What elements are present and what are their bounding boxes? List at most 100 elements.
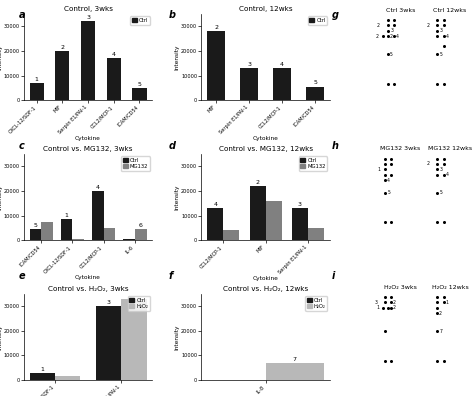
Text: b: b [168,10,175,20]
Text: 3: 3 [375,300,378,305]
Bar [92,191,104,240]
Title: Control, 12wks: Control, 12wks [239,6,292,12]
Y-axis label: Intensity: Intensity [0,44,2,70]
X-axis label: Cytokine: Cytokine [75,137,101,141]
Text: e: e [19,271,26,281]
Bar [240,68,258,100]
X-axis label: Cytokine: Cytokine [253,137,279,141]
Title: H₂O₂ 3wks: H₂O₂ 3wks [384,285,417,290]
Title: Control vs. H₂O₂, 3wks: Control vs. H₂O₂, 3wks [48,286,128,292]
Text: 1: 1 [64,213,69,218]
Title: Ctrl 3wks: Ctrl 3wks [386,8,415,13]
X-axis label: Cytokine: Cytokine [253,276,279,282]
Bar [135,229,146,240]
Title: Control, 3wks: Control, 3wks [64,6,112,12]
Bar [55,51,69,100]
Bar [207,31,225,100]
Title: H₂O₂ 12wks: H₂O₂ 12wks [432,285,468,290]
Text: 3: 3 [247,62,251,67]
Bar [265,363,324,380]
Text: d: d [168,141,175,150]
Legend: Ctrl: Ctrl [308,17,328,25]
Bar [223,230,239,240]
Text: 1: 1 [377,305,380,310]
Bar [132,88,146,100]
Text: 2: 2 [214,25,218,30]
Text: 5: 5 [34,223,37,228]
Bar [123,239,135,240]
Bar [29,83,44,100]
Text: 3: 3 [298,202,302,207]
Text: 5: 5 [440,190,443,195]
Text: a: a [19,10,26,20]
Text: 3: 3 [86,15,90,20]
Text: 2: 2 [375,34,378,39]
Title: Ctrl 12wks: Ctrl 12wks [433,8,467,13]
Bar [107,58,121,100]
Text: 2: 2 [389,34,392,39]
Text: 1: 1 [35,77,38,82]
Text: 5: 5 [313,80,317,86]
Text: 7: 7 [440,329,443,333]
Text: 2: 2 [393,305,396,310]
Title: Control vs. H₂O₂, 12wks: Control vs. H₂O₂, 12wks [223,286,308,292]
Text: 5: 5 [137,82,141,87]
Bar [292,208,308,240]
Bar [41,222,53,240]
Text: g: g [332,10,339,20]
Bar [61,219,73,240]
Y-axis label: Intensity: Intensity [174,44,180,70]
Legend: Ctrl: Ctrl [130,17,150,25]
Bar [207,208,223,240]
Text: 2: 2 [427,162,429,166]
Bar [104,228,115,240]
Text: c: c [19,141,25,150]
Text: 5: 5 [440,51,443,57]
Text: 2: 2 [393,300,396,305]
Bar [29,373,55,380]
Text: 4: 4 [213,202,217,207]
Legend: Ctrl, H₂O₂: Ctrl, H₂O₂ [128,297,150,310]
Y-axis label: Intensity: Intensity [174,184,180,210]
Bar [96,306,121,380]
Bar [265,201,282,240]
Bar [55,377,80,380]
Bar [121,299,146,380]
Bar [273,68,291,100]
Text: 4: 4 [280,62,284,67]
Text: 2: 2 [377,23,380,28]
Y-axis label: Intensity: Intensity [0,184,2,210]
Y-axis label: Intensity: Intensity [0,324,2,350]
Text: 4: 4 [96,185,100,190]
Text: 4: 4 [446,34,448,39]
Text: 4: 4 [446,172,448,177]
Text: 6: 6 [139,223,143,228]
Text: 4: 4 [112,52,116,57]
Text: 3: 3 [107,300,110,305]
Bar [73,239,84,240]
Text: 1: 1 [446,300,448,305]
Text: 3: 3 [440,167,443,172]
Text: f: f [168,271,173,281]
Text: h: h [332,141,339,150]
Bar [29,229,41,240]
Text: i: i [332,271,335,281]
Text: 5: 5 [388,190,391,195]
Legend: Ctrl, MG132: Ctrl, MG132 [299,156,328,171]
Text: 5: 5 [390,51,393,57]
Text: 7: 7 [293,357,297,362]
Bar [306,87,324,100]
X-axis label: Cytokine: Cytokine [75,275,101,280]
Text: 2: 2 [60,45,64,50]
Text: 4: 4 [387,177,390,183]
Legend: Ctrl, MG132: Ctrl, MG132 [121,156,150,171]
Title: Control vs. MG132, 12wks: Control vs. MG132, 12wks [219,146,313,152]
Y-axis label: Intensity: Intensity [174,324,180,350]
Bar [250,186,265,240]
Bar [308,228,324,240]
Text: 2: 2 [439,310,442,316]
Title: Control vs. MG132, 3wks: Control vs. MG132, 3wks [43,146,133,152]
Text: 2: 2 [427,23,429,28]
Text: 1: 1 [377,167,380,172]
Text: 3: 3 [440,29,443,33]
